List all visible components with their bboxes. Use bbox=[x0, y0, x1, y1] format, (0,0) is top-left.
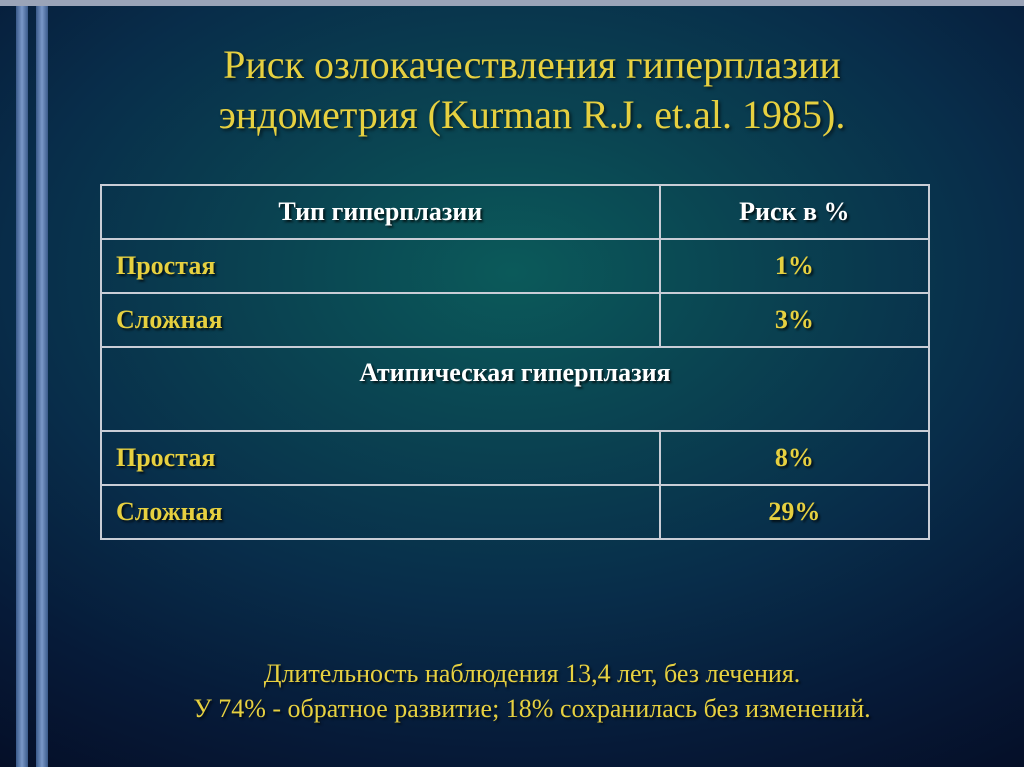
table: Тип гиперплазии Риск в % Простая 1% Слож… bbox=[100, 184, 930, 540]
table-row: Сложная 3% bbox=[101, 293, 929, 347]
row-value: 3% bbox=[660, 293, 929, 347]
decor-bar-left bbox=[16, 6, 28, 767]
row-label: Простая bbox=[101, 239, 660, 293]
footer-line-1: Длительность наблюдения 13,4 лет, без ле… bbox=[264, 659, 801, 688]
row-value: 8% bbox=[660, 431, 929, 485]
slide: Риск озлокачествления гиперплазии эндоме… bbox=[0, 0, 1024, 767]
row-label: Простая bbox=[101, 431, 660, 485]
title-line-1: Риск озлокачествления гиперплазии bbox=[223, 42, 841, 87]
slide-footer: Длительность наблюдения 13,4 лет, без ле… bbox=[80, 656, 984, 726]
row-label: Сложная bbox=[101, 485, 660, 539]
slide-title: Риск озлокачествления гиперплазии эндоме… bbox=[80, 40, 984, 140]
table-row: Простая 8% bbox=[101, 431, 929, 485]
footer-line-2: У 74% - обратное развитие; 18% сохранила… bbox=[193, 694, 870, 723]
row-value: 29% bbox=[660, 485, 929, 539]
table-row: Сложная 29% bbox=[101, 485, 929, 539]
risk-table: Тип гиперплазии Риск в % Простая 1% Слож… bbox=[100, 184, 930, 540]
row-label: Сложная bbox=[101, 293, 660, 347]
header-risk: Риск в % bbox=[660, 185, 929, 239]
title-line-2: эндометрия (Kurman R.J. et.al. 1985). bbox=[219, 92, 846, 137]
table-section-row: Атипическая гиперплазия bbox=[101, 347, 929, 431]
header-type: Тип гиперплазии bbox=[101, 185, 660, 239]
section-label: Атипическая гиперплазия bbox=[101, 347, 929, 431]
decor-bar-right bbox=[36, 6, 48, 767]
table-row: Простая 1% bbox=[101, 239, 929, 293]
table-header-row: Тип гиперплазии Риск в % bbox=[101, 185, 929, 239]
row-value: 1% bbox=[660, 239, 929, 293]
